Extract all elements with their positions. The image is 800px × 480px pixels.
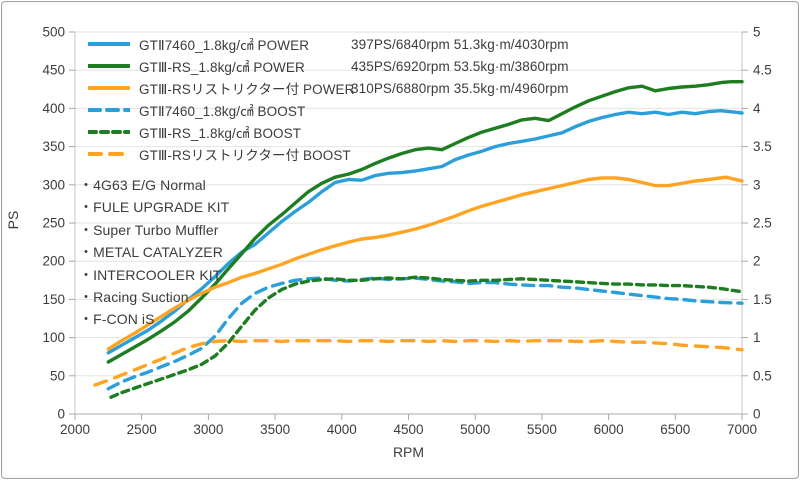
- legend-label: GTⅡ7460_1.8kg/㎠ POWER: [139, 38, 310, 53]
- tick-labels: 05010015020025030035040045050000.511.522…: [42, 25, 771, 438]
- legend-swatch-dashed-icon: [88, 130, 130, 134]
- y-left-tick-label: 250: [42, 216, 65, 231]
- y-right-tick-label: 2.5: [753, 216, 772, 231]
- legend-swatch-dashed-icon: [88, 108, 130, 112]
- series-lines: [93, 79, 744, 399]
- legend-label: GTⅢ-RSリストリクター付 BOOST: [139, 148, 351, 163]
- annotation-item: ・METAL CATALYZER: [79, 244, 223, 261]
- y-right-tick-label: 2: [753, 254, 761, 269]
- x-tick-label: 4000: [327, 422, 357, 437]
- x-axis-title-rpm: RPM: [392, 444, 425, 460]
- legend-row-gt3-rs-restrictor-boost: GTⅢ-RSリストリクター付 BOOST: [88, 143, 569, 165]
- y-right-tick-label: 5: [753, 25, 761, 40]
- y-right-tick-label: 1: [753, 330, 761, 345]
- gt3-rs-power-line: [106, 79, 744, 364]
- peak-stats: 435PS/6920rpm 53.5kg·m/3860rpm: [351, 58, 569, 74]
- y-right-tick-label: 0.5: [753, 368, 772, 383]
- gt3-rs-restrictor-boost-line: [93, 339, 744, 387]
- y-right-tick-label: 3: [753, 177, 761, 192]
- chart-legend: GTⅡ7460_1.8kg/㎠ POWER 397PS/6840rpm 51.3k…: [88, 33, 569, 165]
- legend-row-gt3-rs-boost: GTⅢ-RS_1.8kg/㎠ BOOST: [88, 121, 569, 143]
- legend-swatch-solid-icon: [88, 42, 130, 46]
- gt2-7460-power-line: [106, 108, 744, 355]
- x-tick-label: 2500: [127, 422, 157, 437]
- y-left-tick-label: 400: [42, 101, 65, 116]
- gt3-rs-boost-line: [109, 275, 744, 399]
- legend-row-gt3-rs-power: GTⅢ-RS_1.8kg/㎠ POWER 435PS/6920rpm 53.5kg…: [88, 55, 569, 77]
- gt3-rs-restrictor-power-line: [106, 175, 744, 351]
- legend-row-gt2-7460-boost: GTⅡ7460_1.8kg/㎠ BOOST: [88, 99, 569, 121]
- x-tick-label: 3500: [260, 422, 290, 437]
- y-left-tick-label: 350: [42, 139, 65, 154]
- engine-mods-list: ・4G63 E/G Normal ・FULE UPGRADE KIT ・Super …: [79, 174, 229, 331]
- legend-label: GTⅡ7460_1.8kg/㎠ BOOST: [139, 104, 306, 119]
- annotation-item: ・Racing Suction: [79, 289, 189, 306]
- annotation-item: ・4G63 E/G Normal: [79, 177, 206, 193]
- y-left-tick-label: 50: [50, 368, 65, 383]
- annotation-item: ・INTERCOOLER KIT: [79, 266, 222, 283]
- peak-stats: 397PS/6840rpm 51.3kg·m/4030rpm: [351, 36, 569, 52]
- x-tick-label: 6500: [660, 422, 690, 437]
- x-tick-label: 4500: [393, 422, 423, 437]
- x-tick-label: 5500: [527, 422, 557, 437]
- annotation-item: ・F-CON iS: [79, 311, 155, 328]
- gridlines: [75, 31, 742, 415]
- legend-swatch-dashed-icon: [88, 152, 130, 156]
- legend-swatch-solid-icon: [88, 64, 130, 68]
- x-tick-label: 7000: [727, 422, 757, 437]
- y-right-tick-label: 1.5: [753, 292, 772, 307]
- peak-stats: 310PS/6880rpm 35.5kg·m/4960rpm: [351, 80, 569, 96]
- x-tick-label: 3000: [193, 422, 223, 437]
- x-tick-label: 5000: [460, 422, 490, 437]
- legend-swatch-solid-icon: [88, 86, 130, 90]
- x-tick-label: 2000: [60, 422, 90, 437]
- y-left-tick-label: 300: [42, 177, 65, 192]
- y-left-tick-label: 500: [42, 25, 65, 40]
- annotation-item: ・FULE UPGRADE KIT: [79, 199, 230, 216]
- legend-row-gt3-rs-restrictor-power: GTⅢ-RSリストリクター付 POWER 310PS/6880rpm 35.5kg…: [88, 77, 569, 99]
- y-right-tick-label: 3.5: [753, 139, 772, 154]
- y-right-tick-label: 4: [753, 101, 761, 116]
- legend-label: GTⅢ-RS_1.8kg/㎠ POWER: [139, 60, 305, 75]
- tick-marks: [69, 31, 748, 420]
- y-axis-title-ps: PS: [5, 210, 21, 230]
- y-right-tick-label: 4.5: [753, 63, 772, 78]
- annotation-item: ・Super Turbo Muffler: [79, 221, 219, 238]
- y-left-tick-label: 200: [42, 254, 65, 269]
- y-left-tick-label: 0: [57, 407, 65, 422]
- legend-label: GTⅢ-RS_1.8kg/㎠ BOOST: [139, 126, 302, 141]
- y-right-tick-label: 0: [753, 407, 761, 422]
- y-left-tick-label: 150: [42, 292, 65, 307]
- x-tick-label: 6000: [594, 422, 624, 437]
- y-left-tick-label: 100: [42, 330, 65, 345]
- legend-label: GTⅢ-RSリストリクター付 POWER: [139, 82, 355, 97]
- y-left-tick-label: 450: [42, 63, 65, 78]
- legend-row-gt2-7460-power: GTⅡ7460_1.8kg/㎠ POWER 397PS/6840rpm 51.3k…: [88, 33, 569, 55]
